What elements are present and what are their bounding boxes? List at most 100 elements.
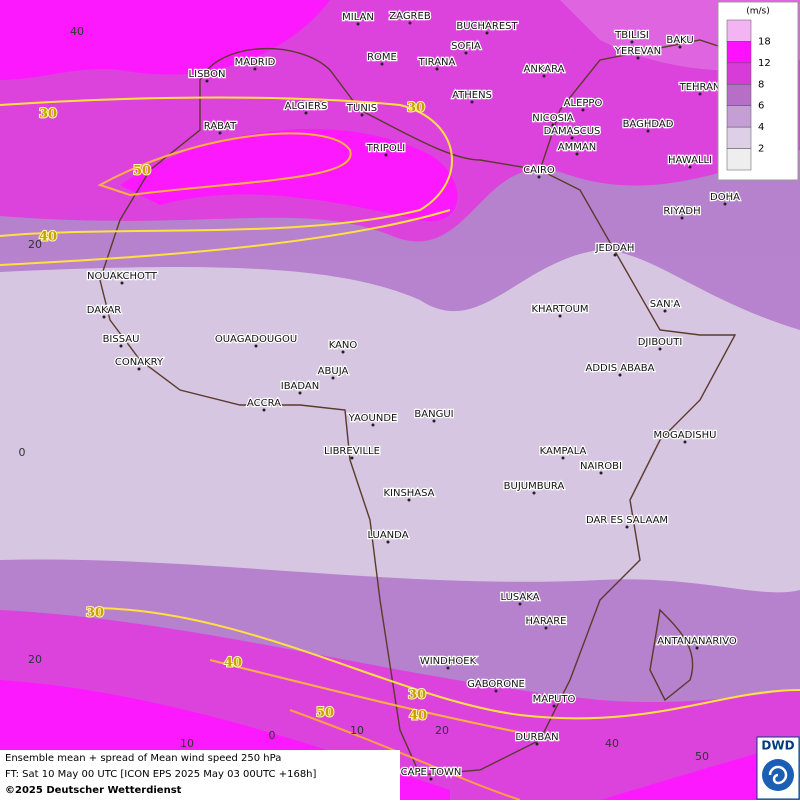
graticule-label: 0 — [19, 446, 26, 459]
legend-tick-label: 18 — [758, 36, 771, 47]
city-label: ZAGREB — [389, 11, 431, 22]
city-dot — [663, 309, 667, 313]
city-dot — [678, 45, 682, 49]
city-label: ALGIERS — [285, 101, 328, 112]
city-dot — [561, 456, 565, 460]
legend-tick-label: 6 — [758, 101, 764, 112]
city-dot — [695, 646, 699, 650]
city-dot — [494, 689, 498, 693]
city-dot — [102, 315, 106, 319]
contour-label: 40 — [39, 230, 57, 245]
city-dot — [518, 602, 522, 606]
legend-swatch — [726, 41, 752, 64]
logo-text: DWD — [761, 739, 794, 753]
city-label: LISBON — [189, 69, 226, 80]
city-dot — [558, 314, 562, 318]
city-label: KINSHASA — [383, 488, 434, 499]
legend-swatch — [726, 19, 752, 42]
graticule-label: 10 — [350, 724, 364, 737]
graticule-label: 0 — [269, 729, 276, 742]
city-label: YAOUNDE — [348, 413, 398, 424]
city-label: YEREVAN — [614, 46, 661, 57]
city-dot — [698, 92, 702, 96]
city-label: KANO — [329, 340, 358, 351]
city-label: BANGUI — [414, 409, 453, 420]
city-label: IBADAN — [281, 381, 320, 392]
city-dot — [331, 376, 335, 380]
city-label: KAMPALA — [540, 446, 587, 457]
city-dot — [618, 373, 622, 377]
city-label: HAWALLI — [668, 155, 712, 166]
city-label: RIYADH — [663, 206, 700, 217]
city-dot — [542, 74, 546, 78]
city-dot — [435, 67, 439, 71]
city-dot — [384, 153, 388, 157]
city-label: CAIRO — [523, 165, 555, 176]
contour-label: 40 — [409, 709, 427, 724]
labels: MILAN ZAGREB BUCHAREST TBILISI BAKU SOFIA YERE… — [19, 10, 741, 781]
logo-swirl — [768, 765, 788, 785]
contours — [0, 96, 800, 801]
city-dot — [575, 152, 579, 156]
city-label: CAPE TOWN — [401, 767, 462, 778]
city-label: WINDHOEK — [420, 656, 477, 667]
legend-swatch — [726, 84, 752, 106]
city-dot — [658, 347, 662, 351]
city-dot — [636, 56, 640, 60]
caption-line: Ensemble mean + spread of Mean wind spee… — [5, 753, 281, 764]
legend-swatch — [726, 148, 752, 171]
graticule-label: 10 — [180, 737, 194, 750]
city-label: CONAKRY — [115, 357, 164, 368]
legend-swatch — [726, 105, 752, 128]
city-dot — [120, 281, 124, 285]
city-dot — [532, 491, 536, 495]
legend: (m/s) 18 12 8 6 4 2 — [717, 1, 799, 181]
city-dot — [253, 67, 257, 71]
contour-label: 30 — [407, 101, 425, 116]
city-label: SAN'A — [650, 299, 681, 310]
city-dot — [537, 175, 541, 179]
caption-line: ©2025 Deutscher Wetterdienst — [5, 785, 182, 796]
city-dot — [680, 216, 684, 220]
city-dot — [432, 419, 436, 423]
city-label: TBILISI — [614, 30, 649, 41]
city-label: DAKAR — [87, 305, 122, 316]
city-label: NAIROBI — [580, 461, 622, 472]
city-label: TUNIS — [346, 103, 377, 114]
city-dot — [218, 131, 222, 135]
city-label: MADRID — [235, 57, 276, 68]
city-label: ATHENS — [452, 90, 492, 101]
city-dot — [341, 350, 345, 354]
city-label: MAPUTO — [533, 694, 576, 705]
city-dot — [304, 111, 308, 115]
city-dot — [470, 100, 474, 104]
graticule-label: 20 — [28, 653, 42, 666]
city-dot — [581, 108, 585, 112]
city-dot — [630, 40, 634, 44]
contour-label: 30 — [39, 107, 57, 122]
city-dot — [570, 136, 574, 140]
city-dot — [446, 666, 450, 670]
city-label: DAMASCUS — [544, 126, 601, 137]
city-dot — [380, 62, 384, 66]
city-label: LUANDA — [367, 530, 408, 541]
city-dot — [350, 456, 354, 460]
city-label: LUSAKA — [501, 592, 540, 603]
city-dot — [407, 498, 411, 502]
legend-tick-label: 2 — [758, 144, 764, 155]
city-dot — [464, 51, 468, 55]
city-label: MOGADISHU — [654, 430, 717, 441]
city-dot — [683, 440, 687, 444]
city-dot — [262, 408, 266, 412]
city-label: BUJUMBURA — [504, 481, 565, 492]
city-dot — [408, 21, 412, 25]
city-dot — [551, 123, 555, 127]
city-dot — [485, 31, 489, 35]
city-dot — [723, 202, 727, 206]
graticule-label: 50 — [695, 750, 709, 763]
city-label: ALEPPO — [564, 98, 603, 109]
city-label: RABAT — [204, 121, 237, 132]
city-dot — [205, 79, 209, 83]
city-label: DURBAN — [515, 732, 558, 743]
city-label: SOFIA — [451, 41, 481, 52]
